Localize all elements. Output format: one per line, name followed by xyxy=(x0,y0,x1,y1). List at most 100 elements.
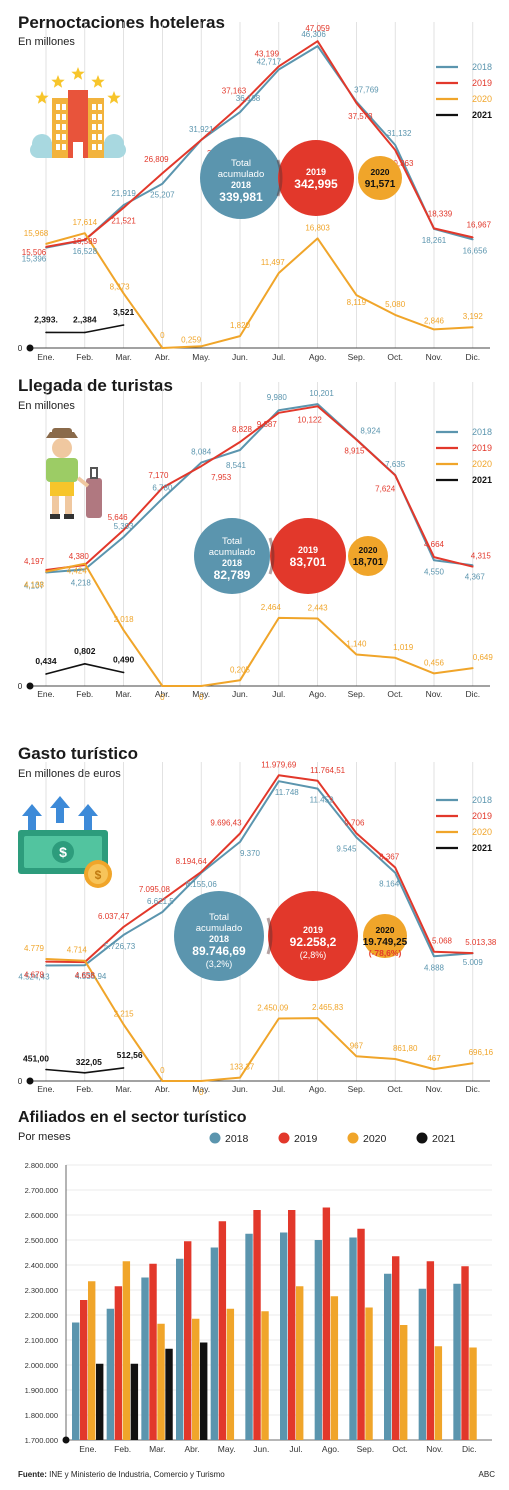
data-point-2018 xyxy=(278,68,280,71)
window-shape xyxy=(98,104,102,110)
data-point-2020 xyxy=(84,562,86,565)
data-point-2018 xyxy=(394,144,397,146)
data-point-2020 xyxy=(472,667,474,669)
data-label-2020: 2,464 xyxy=(261,603,282,612)
data-point-2019 xyxy=(433,950,435,953)
data-point-2020 xyxy=(472,1062,474,1065)
star-icon xyxy=(71,67,85,80)
data-point-2020 xyxy=(394,314,397,316)
data-point-2020 xyxy=(161,1080,164,1082)
window-shape xyxy=(92,104,96,110)
data-point-2019 xyxy=(122,206,125,209)
legend-label: 2021 xyxy=(472,843,492,853)
month-tick-label: Abr. xyxy=(155,1084,170,1094)
month-tick-label: Sep. xyxy=(357,1444,375,1454)
credit: ABC xyxy=(478,1470,495,1479)
data-label-2019: 30,363 xyxy=(389,159,414,168)
data-point-2018 xyxy=(433,559,435,562)
chart-subtitle: En millones de euros xyxy=(18,768,121,780)
data-label-2020: 696,16 xyxy=(469,1048,494,1057)
data-point-2018 xyxy=(200,461,202,464)
bar-2018 xyxy=(314,1240,323,1440)
month-tick-label: Jul. xyxy=(289,1444,302,1454)
legend-label: 2018 xyxy=(225,1133,249,1145)
data-point-2021 xyxy=(45,673,47,675)
total-bubble-2020 xyxy=(358,156,402,200)
data-label-2020: 0 xyxy=(199,693,204,702)
window-shape xyxy=(56,114,60,120)
total-header-line2: acumulado xyxy=(209,547,255,558)
coin-inner xyxy=(88,864,108,884)
data-point-2019 xyxy=(394,149,397,151)
data-label-2019: 4,664 xyxy=(424,540,445,549)
data-label-2020: 2.215 xyxy=(114,1009,135,1018)
total-header-line1: Total xyxy=(222,536,242,547)
data-point-2020 xyxy=(472,326,474,328)
chart-title: Afiliados en el sector turístico xyxy=(18,1109,247,1126)
data-label-2020: 0 xyxy=(160,331,165,340)
data-point-2018 xyxy=(84,568,86,571)
total-year: 2018 xyxy=(231,180,251,190)
suitcase-handle xyxy=(90,467,98,479)
bar-2019 xyxy=(288,1210,296,1440)
data-point-2019 xyxy=(239,104,241,107)
data-label-2018: 9.370 xyxy=(240,849,261,858)
data-point-2020 xyxy=(355,653,358,656)
legend-label: 2019 xyxy=(472,443,492,453)
data-point-2019 xyxy=(316,40,319,42)
month-tick-label: Feb. xyxy=(76,689,93,699)
month-tick-label: Ago. xyxy=(322,1444,340,1454)
month-tick-label: Ene. xyxy=(37,1084,55,1094)
data-point-2018 xyxy=(161,497,164,500)
arrow-up-icon xyxy=(78,804,98,816)
data-label-2020: 467 xyxy=(427,1054,441,1063)
data-label-2021: 3,521 xyxy=(113,307,135,317)
data-label-2018: 6.621,5 xyxy=(147,897,174,906)
data-label-2020: 1,820 xyxy=(230,321,251,330)
legend-label: 2018 xyxy=(472,427,492,437)
leg-shape xyxy=(52,496,59,514)
legend-label: 2018 xyxy=(472,795,492,805)
data-label-2018: 31,921 xyxy=(189,125,214,134)
data-point-2019 xyxy=(355,102,358,104)
data-point-2020 xyxy=(45,958,47,960)
month-tick-label: Dic. xyxy=(465,689,480,699)
data-label-2020: 15,968 xyxy=(24,229,49,238)
series-line-2020 xyxy=(45,562,473,687)
month-tick-label: Mar. xyxy=(115,689,132,699)
data-label-2018: 4,550 xyxy=(424,567,445,576)
source-footer: Fuente: INE y Ministerio de Industria, C… xyxy=(18,1470,225,1479)
bar-2019 xyxy=(253,1210,261,1440)
series-line-2019 xyxy=(45,40,474,248)
data-label-2019: 9.706 xyxy=(344,818,365,827)
month-tick-label: Jul. xyxy=(272,1084,285,1094)
month-tick-label: Sep. xyxy=(348,689,366,699)
window-shape xyxy=(56,104,60,110)
data-point-2020 xyxy=(239,1076,241,1079)
data-label-2020: 16,803 xyxy=(305,223,330,232)
data-label-2018: 16,656 xyxy=(463,246,488,255)
data-label-2020: 0,456 xyxy=(424,658,445,667)
bar-chart: Afiliados en el sector turístico Por mese… xyxy=(18,1109,492,1454)
bubble-overlap xyxy=(268,537,275,575)
data-label-2020: 11,497 xyxy=(261,258,285,267)
data-point-2020 xyxy=(122,292,125,295)
total-year: 2019 xyxy=(306,167,326,177)
total-header-line2: acumulado xyxy=(196,923,242,934)
legend-label: 2020 xyxy=(472,459,492,469)
window-shape xyxy=(98,124,102,130)
total-value: 82,789 xyxy=(214,568,251,582)
chart-title: Pernoctaciones hoteleras xyxy=(18,13,225,32)
data-point-2019 xyxy=(45,960,47,963)
data-label-2018: 6,780 xyxy=(152,484,173,493)
data-point-2018 xyxy=(278,780,280,782)
y-tick-label: 2.500.000 xyxy=(25,1236,58,1245)
data-point-2021 xyxy=(84,663,86,665)
data-label-2018: 10,201 xyxy=(309,389,334,398)
data-label-2018: 16,528 xyxy=(73,247,98,256)
total-year: 2018 xyxy=(209,934,229,944)
month-tick-label: Oct. xyxy=(387,689,403,699)
data-label-2019: 5.068 xyxy=(432,937,453,946)
month-tick-label: Mar. xyxy=(115,352,132,362)
data-label-2020: 2.465,83 xyxy=(312,1003,344,1012)
